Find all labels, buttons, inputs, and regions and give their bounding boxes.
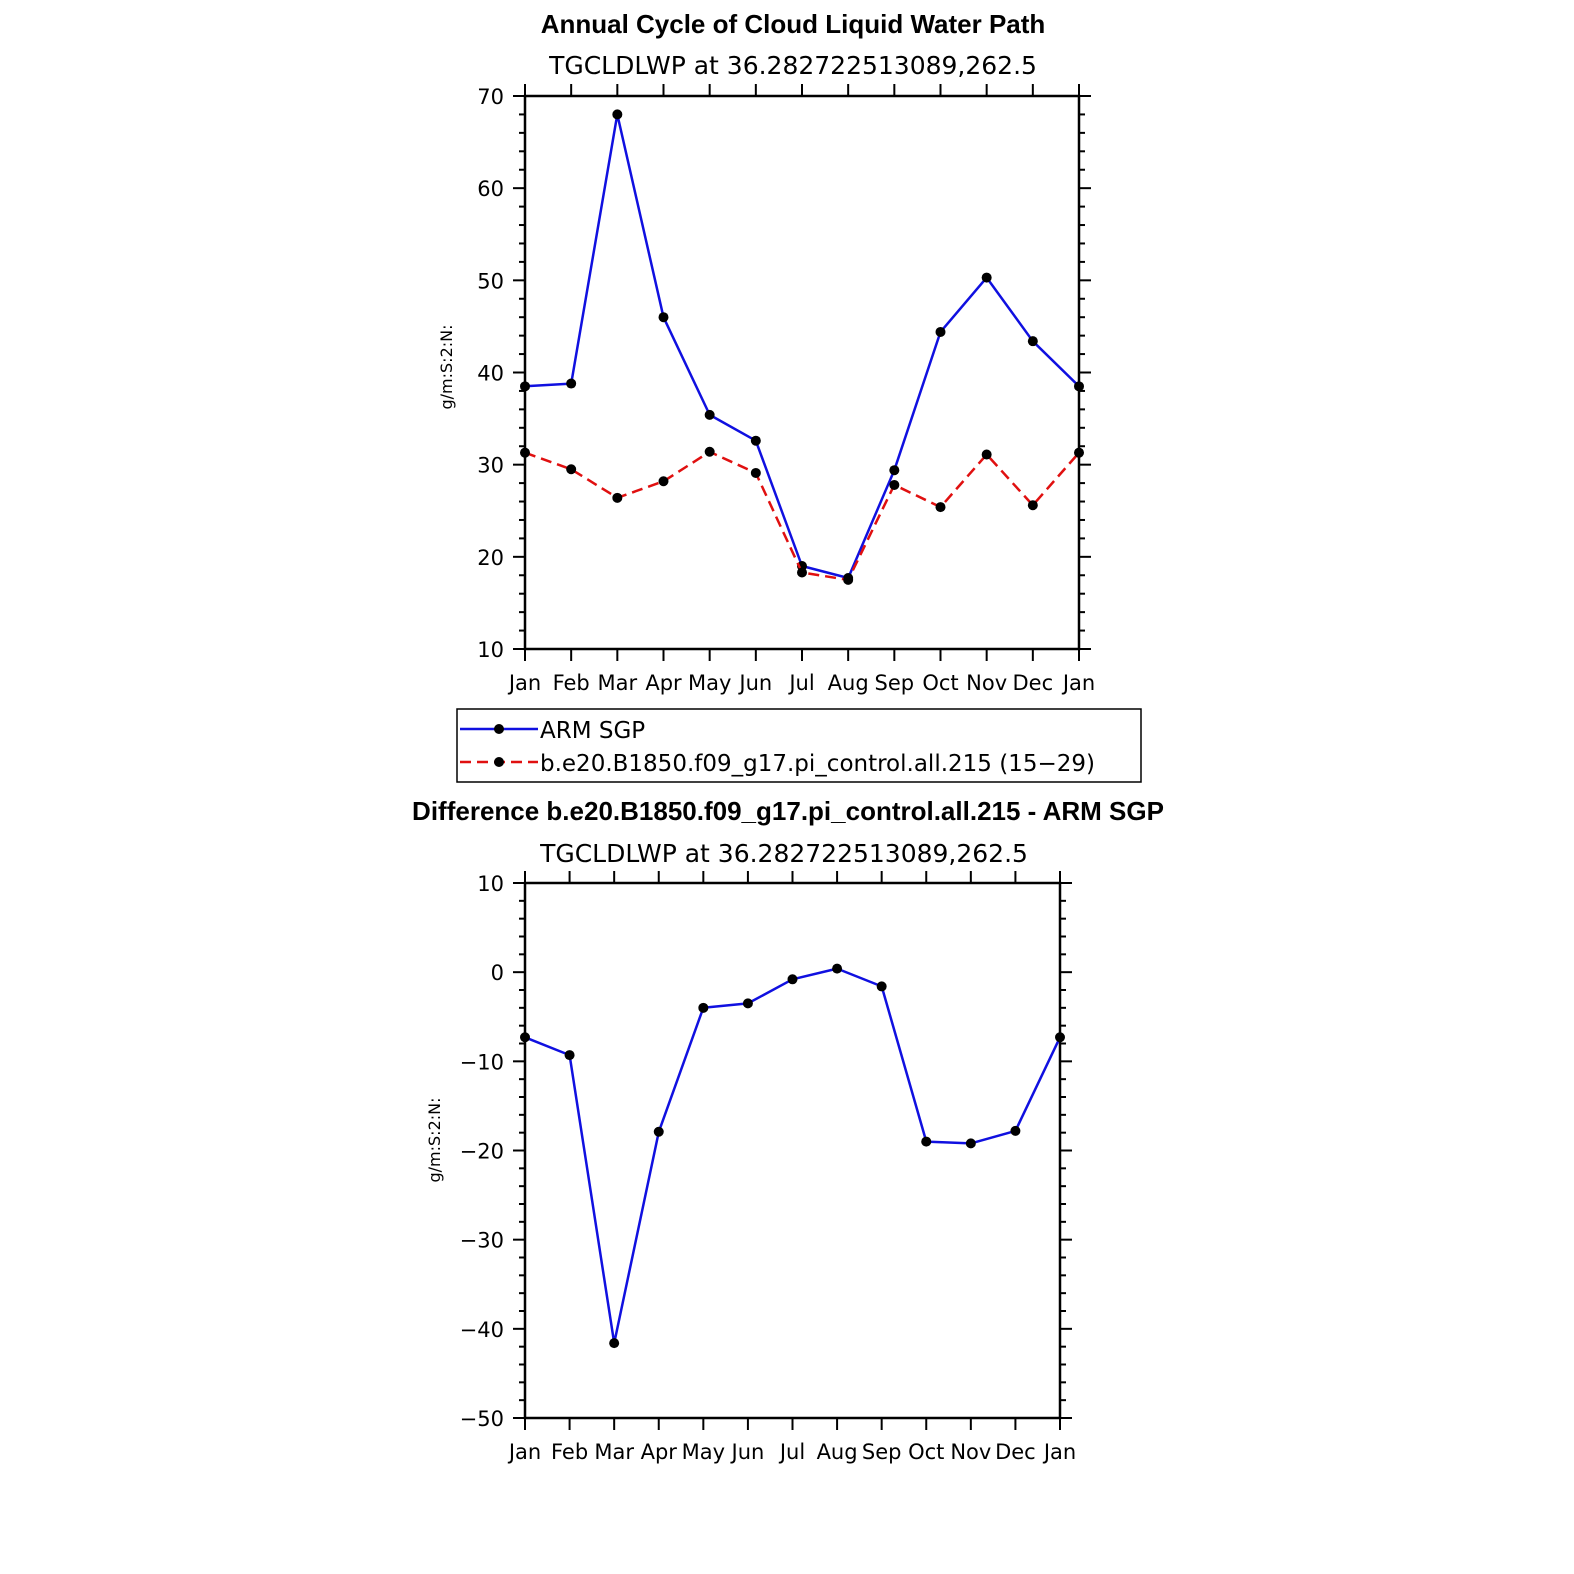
chart2-series-line-0	[524, 967, 1062, 1345]
chart2-subtitle: TGCLDLWP at 36.282722513089,262.5	[539, 839, 1028, 868]
chart1-xtick-label: Jan	[507, 671, 541, 695]
chart2-xtick-label: Nov	[950, 1440, 991, 1464]
chart1-xtick-label: Jul	[787, 671, 814, 695]
legend-box	[456, 708, 1142, 783]
chart1-series-1-point	[612, 492, 623, 503]
chart1-series-1-point	[750, 467, 761, 478]
chart1-series-0-point	[750, 435, 761, 446]
chart2-frame	[523, 881, 1062, 1420]
chart2-series-0-point	[965, 1138, 976, 1149]
chart1-series-0-point	[520, 381, 530, 392]
chart2-xtick-label: Jan	[1042, 1440, 1076, 1464]
chart2-series-0-point	[1010, 1125, 1021, 1136]
chart2-xtick-label: Jul	[778, 1440, 805, 1464]
chart1-series-0-point	[566, 378, 577, 389]
chart1-plot-area: Jan Feb Mar Apr May Jun Jul Aug Sep Oct Nov Dec Jan1…	[477, 84, 1095, 695]
chart1-series-1-point	[843, 574, 854, 585]
chart1-series-0-point	[889, 465, 900, 476]
chart2-xtick-label: May	[682, 1440, 725, 1464]
chart2-series-0-point	[1055, 1032, 1065, 1043]
chart1-ytick-label: 70	[477, 85, 504, 109]
chart1-series-1-point	[704, 446, 715, 457]
chart2-xtick-label: Jan	[507, 1440, 541, 1464]
chart2-ytick-label: 10	[477, 872, 504, 896]
chart2-series-0-point	[653, 1126, 664, 1137]
chart1-xtick-label: Sep	[875, 671, 915, 695]
chart1-xtick-label: Dec	[1013, 671, 1054, 695]
chart1-xtick-label: Feb	[553, 671, 590, 695]
legend-marker-arm-sgp	[494, 724, 504, 734]
chart1-xtick-label: Mar	[598, 671, 638, 695]
chart1-ytick-label: 10	[477, 638, 504, 662]
chart2-ylabel: g/m:S:2:N:	[425, 1098, 444, 1183]
chart2-series-0-point	[921, 1136, 932, 1147]
chart1-legend: ARM SGP b.e20.B1850.f09_g17.pi_control.a…	[456, 708, 1142, 783]
chart1-series-1-point	[797, 567, 807, 578]
chart1-series-0-point	[935, 326, 946, 337]
chart2-series-0-point	[609, 1338, 620, 1349]
chart1-series-1-point	[520, 447, 530, 458]
chart1-xtick-label: Apr	[645, 671, 682, 695]
chart1-series-0-point	[704, 409, 715, 420]
chart1-xtick-label: Nov	[966, 671, 1007, 695]
chart1-xtick-label: May	[688, 671, 731, 695]
chart1-series-0-point	[1027, 336, 1038, 347]
chart2-series-0-point	[564, 1050, 575, 1061]
chart1-ytick-label: 30	[477, 454, 504, 478]
chart1-series-1-point	[566, 464, 577, 475]
chart1-series-1-point	[981, 449, 992, 460]
chart1-series-1-point	[658, 476, 669, 487]
chart1-series-line-1	[524, 450, 1080, 582]
legend-label-arm-sgp: ARM SGP	[540, 718, 645, 744]
chart1-ytick-label: 50	[477, 269, 504, 293]
chart1-ytick-label: 20	[477, 546, 504, 570]
chart2-title: Difference b.e20.B1850.f09_g17.pi_contro…	[412, 796, 1164, 826]
chart2-xtick-label: Dec	[995, 1440, 1036, 1464]
chart2-ytick-label: 0	[491, 961, 504, 985]
chart1-xtick-label: Oct	[922, 671, 958, 695]
legend-label-model: b.e20.B1850.f09_g17.pi_control.all.215 (…	[540, 751, 1095, 777]
chart2-ytick-label: −30	[460, 1229, 504, 1253]
chart1-series-line-0	[524, 113, 1080, 580]
chart2-series-0-point	[876, 981, 887, 992]
chart2-xtick-label: Feb	[551, 1440, 588, 1464]
chart2-series-0-point	[520, 1032, 530, 1043]
chart1-title: Annual Cycle of Cloud Liquid Water Path	[541, 9, 1046, 39]
chart2-ytick-label: −40	[460, 1318, 504, 1342]
chart2-ytick-label: −50	[460, 1407, 504, 1431]
chart1-xtick-label: Jun	[737, 671, 772, 695]
chart2-series-0-point	[832, 963, 843, 974]
chart1-series-1-point	[1027, 500, 1038, 511]
chart2-series-0-point	[698, 1002, 709, 1013]
chart2-xtick-label: Oct	[908, 1440, 944, 1464]
chart1-xtick-label: Aug	[828, 671, 869, 695]
chart2-ytick-label: −10	[460, 1050, 504, 1074]
chart2-xtick-label: Apr	[641, 1440, 678, 1464]
chart1-series-1-point	[889, 479, 900, 490]
chart2-xtick-label: Sep	[862, 1440, 902, 1464]
chart2-ytick-label: −20	[460, 1140, 504, 1164]
legend-marker-model	[494, 757, 504, 767]
chart1-ytick-label: 60	[477, 177, 504, 201]
chart2-xtick-label: Mar	[594, 1440, 634, 1464]
chart1-series-0-point	[612, 109, 623, 120]
chart1-series-0-point	[1074, 381, 1084, 392]
chart1-ylabel: g/m:S:2:N:	[437, 325, 456, 410]
chart1-series-0-point	[981, 272, 992, 283]
chart2-xtick-label: Jun	[730, 1440, 765, 1464]
chart1-series-0-point	[658, 312, 669, 323]
chart1-series-1-point	[935, 502, 946, 513]
chart2-series-0-point	[742, 998, 753, 1009]
chart2-plot-area: Jan Feb Mar Apr May Jun Jul Aug Sep Oct Nov Dec Jan−…	[460, 871, 1076, 1464]
chart1-subtitle: TGCLDLWP at 36.282722513089,262.5	[548, 51, 1037, 80]
chart1-series-1-point	[1074, 447, 1084, 458]
chart2-series-0-point	[787, 974, 798, 985]
chart1-ytick-label: 40	[477, 362, 504, 386]
chart2-xtick-label: Aug	[817, 1440, 858, 1464]
chart1-xtick-label: Jan	[1061, 671, 1095, 695]
